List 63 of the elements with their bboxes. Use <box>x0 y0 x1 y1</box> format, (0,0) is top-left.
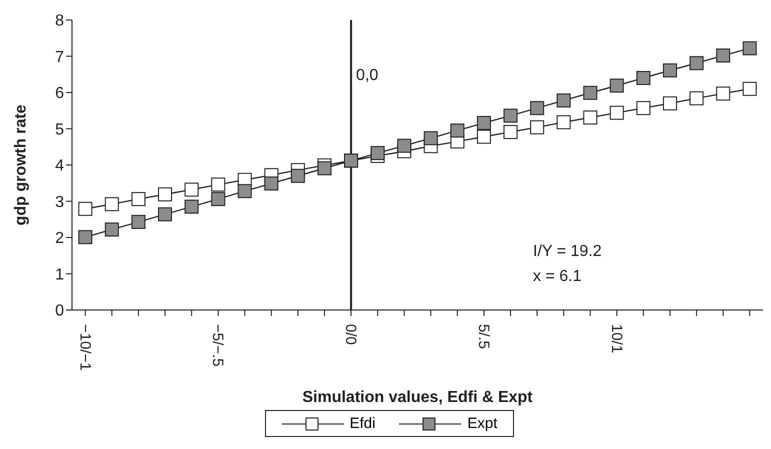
point <box>450 124 464 138</box>
x-tick-label: 10/1 <box>608 324 625 354</box>
x-tick-label: 5/.5 <box>474 324 492 350</box>
x-tick-label: −5/−.5 <box>209 324 226 367</box>
point <box>530 120 544 134</box>
y-tick-label: 6 <box>55 85 64 102</box>
legend-label: Efdi <box>348 415 376 432</box>
point <box>742 82 757 96</box>
point <box>716 86 730 101</box>
y-tick-label: 0 <box>55 302 64 320</box>
point <box>290 168 305 183</box>
point <box>370 146 385 160</box>
x-tick-label: 0/0 <box>342 324 360 345</box>
legend-label: Expt <box>466 415 498 432</box>
point <box>78 230 92 244</box>
point <box>690 91 704 106</box>
y-tick-label: 5 <box>55 121 64 138</box>
point <box>504 125 518 140</box>
point <box>104 197 119 212</box>
point <box>78 202 92 216</box>
ref-line-label: 0,0 <box>356 67 378 84</box>
annotation: I/Y = 19.2 <box>533 243 602 260</box>
point <box>131 192 146 206</box>
point <box>264 176 278 190</box>
point <box>424 131 438 146</box>
point <box>317 161 332 176</box>
point <box>583 110 598 125</box>
point <box>158 187 172 202</box>
point <box>131 214 146 229</box>
x-tick-label: −10/−1 <box>76 324 94 371</box>
point <box>636 71 650 85</box>
point <box>211 178 226 192</box>
point <box>211 192 226 206</box>
point <box>556 93 571 108</box>
y-tick-label: 8 <box>55 12 64 30</box>
x-axis-title: Simulation values, Edfi & Expt <box>302 389 534 406</box>
point <box>184 182 199 197</box>
annotation: x = 6.1 <box>533 268 582 285</box>
point <box>476 130 491 144</box>
y-tick-label: 2 <box>55 230 64 248</box>
point <box>238 184 252 198</box>
point <box>690 56 704 70</box>
y-tick-label: 4 <box>55 158 64 175</box>
point <box>583 86 598 100</box>
y-tick-label: 1 <box>55 266 64 284</box>
point <box>184 200 199 214</box>
point <box>662 96 677 110</box>
y-tick-label: 7 <box>55 48 64 66</box>
point <box>397 138 412 153</box>
point <box>504 108 518 123</box>
point <box>104 222 119 237</box>
point <box>556 115 571 130</box>
point <box>610 78 624 93</box>
point <box>636 101 650 116</box>
y-tick-label: 3 <box>55 194 64 211</box>
point <box>476 116 491 130</box>
point <box>662 63 677 78</box>
point <box>716 48 730 63</box>
y-axis-title: gdp growth rate <box>12 104 30 226</box>
point <box>742 41 757 56</box>
point <box>158 207 172 222</box>
point <box>530 101 544 116</box>
point <box>610 106 624 120</box>
